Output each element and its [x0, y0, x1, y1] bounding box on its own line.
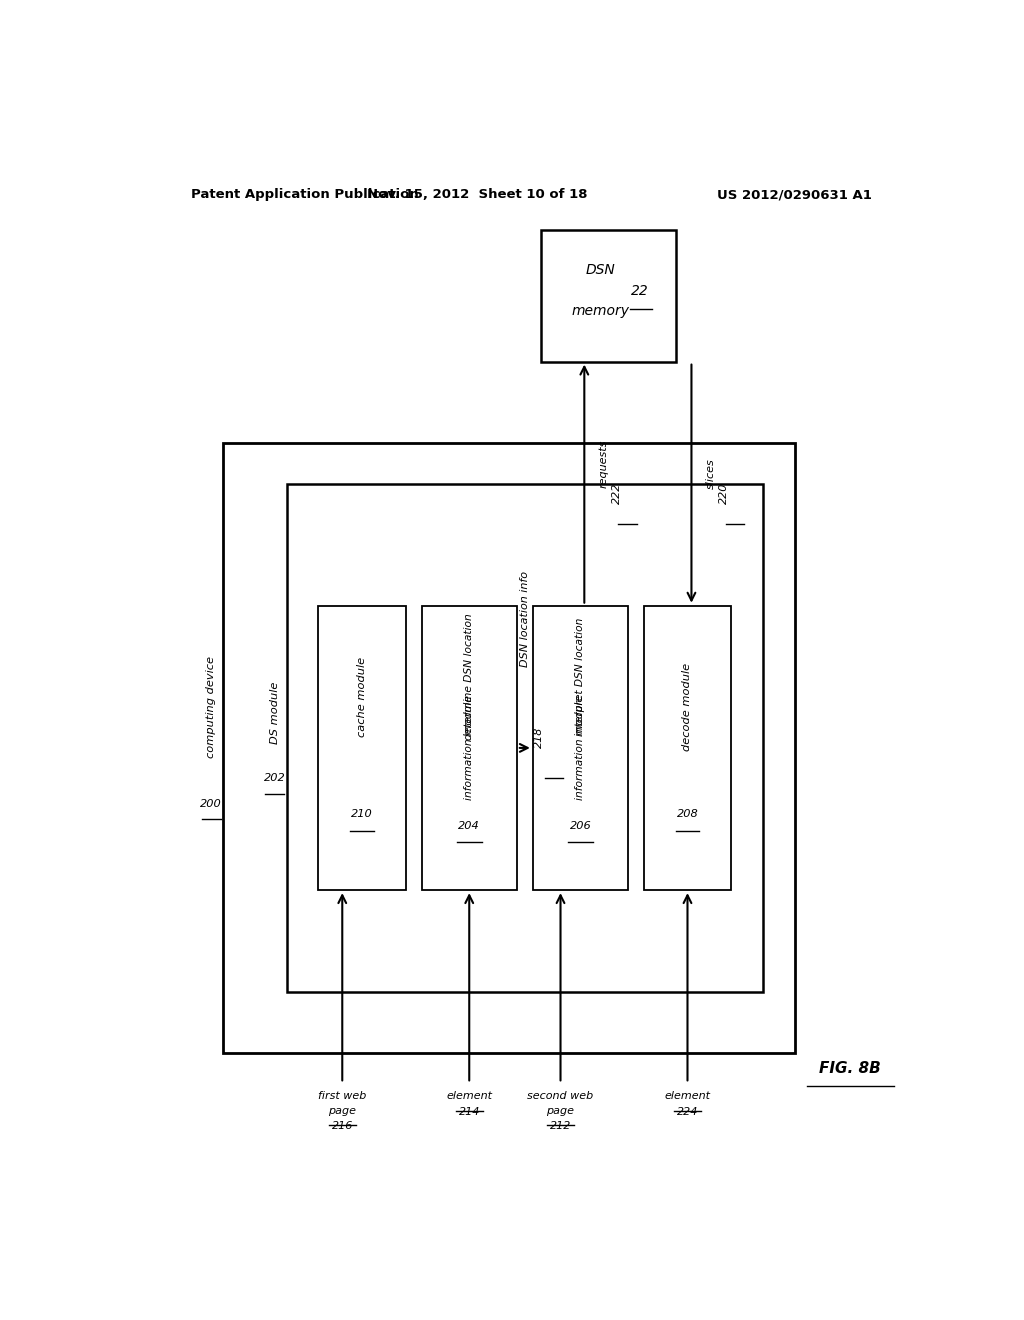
Text: DSN location info: DSN location info: [520, 570, 529, 667]
Text: page: page: [547, 1106, 574, 1115]
Text: 224: 224: [677, 1106, 698, 1117]
Text: 206: 206: [569, 821, 591, 832]
Text: Patent Application Publication: Patent Application Publication: [191, 189, 419, 202]
Text: 216: 216: [332, 1121, 353, 1131]
Text: element: element: [446, 1092, 493, 1101]
Text: interpret DSN location: interpret DSN location: [575, 618, 586, 737]
Text: DS module: DS module: [269, 681, 280, 743]
Text: computing device: computing device: [206, 656, 216, 758]
Text: 222: 222: [612, 483, 623, 504]
Text: 220: 220: [719, 483, 729, 504]
Text: memory: memory: [571, 304, 629, 318]
Bar: [287, 483, 763, 991]
Text: slices: slices: [706, 458, 716, 488]
Bar: [223, 444, 795, 1053]
Text: 214: 214: [459, 1106, 480, 1117]
Text: page: page: [329, 1106, 356, 1115]
Text: requests: requests: [599, 440, 608, 487]
Bar: [541, 230, 676, 362]
Text: 208: 208: [677, 809, 698, 818]
Text: Nov. 15, 2012  Sheet 10 of 18: Nov. 15, 2012 Sheet 10 of 18: [367, 189, 588, 202]
Bar: [422, 606, 517, 890]
Text: second web: second web: [527, 1092, 594, 1101]
Text: 200: 200: [201, 799, 222, 809]
Text: first web: first web: [318, 1092, 367, 1101]
Text: 22: 22: [631, 284, 649, 297]
Text: 210: 210: [351, 809, 373, 818]
Bar: [318, 606, 406, 890]
Text: determine DSN location: determine DSN location: [464, 614, 474, 741]
Text: information module: information module: [575, 696, 586, 800]
Text: 204: 204: [459, 821, 480, 832]
Bar: [644, 606, 731, 890]
Text: 202: 202: [264, 774, 286, 783]
Text: information module: information module: [464, 696, 474, 800]
Bar: [532, 606, 628, 890]
Text: FIG. 8B: FIG. 8B: [819, 1060, 881, 1076]
Text: US 2012/0290631 A1: US 2012/0290631 A1: [717, 189, 872, 202]
Text: 212: 212: [550, 1121, 571, 1131]
Text: 218: 218: [535, 726, 544, 748]
Text: cache module: cache module: [357, 657, 368, 737]
Text: element: element: [665, 1092, 711, 1101]
Text: decode module: decode module: [682, 663, 692, 751]
Text: DSN: DSN: [586, 263, 615, 277]
